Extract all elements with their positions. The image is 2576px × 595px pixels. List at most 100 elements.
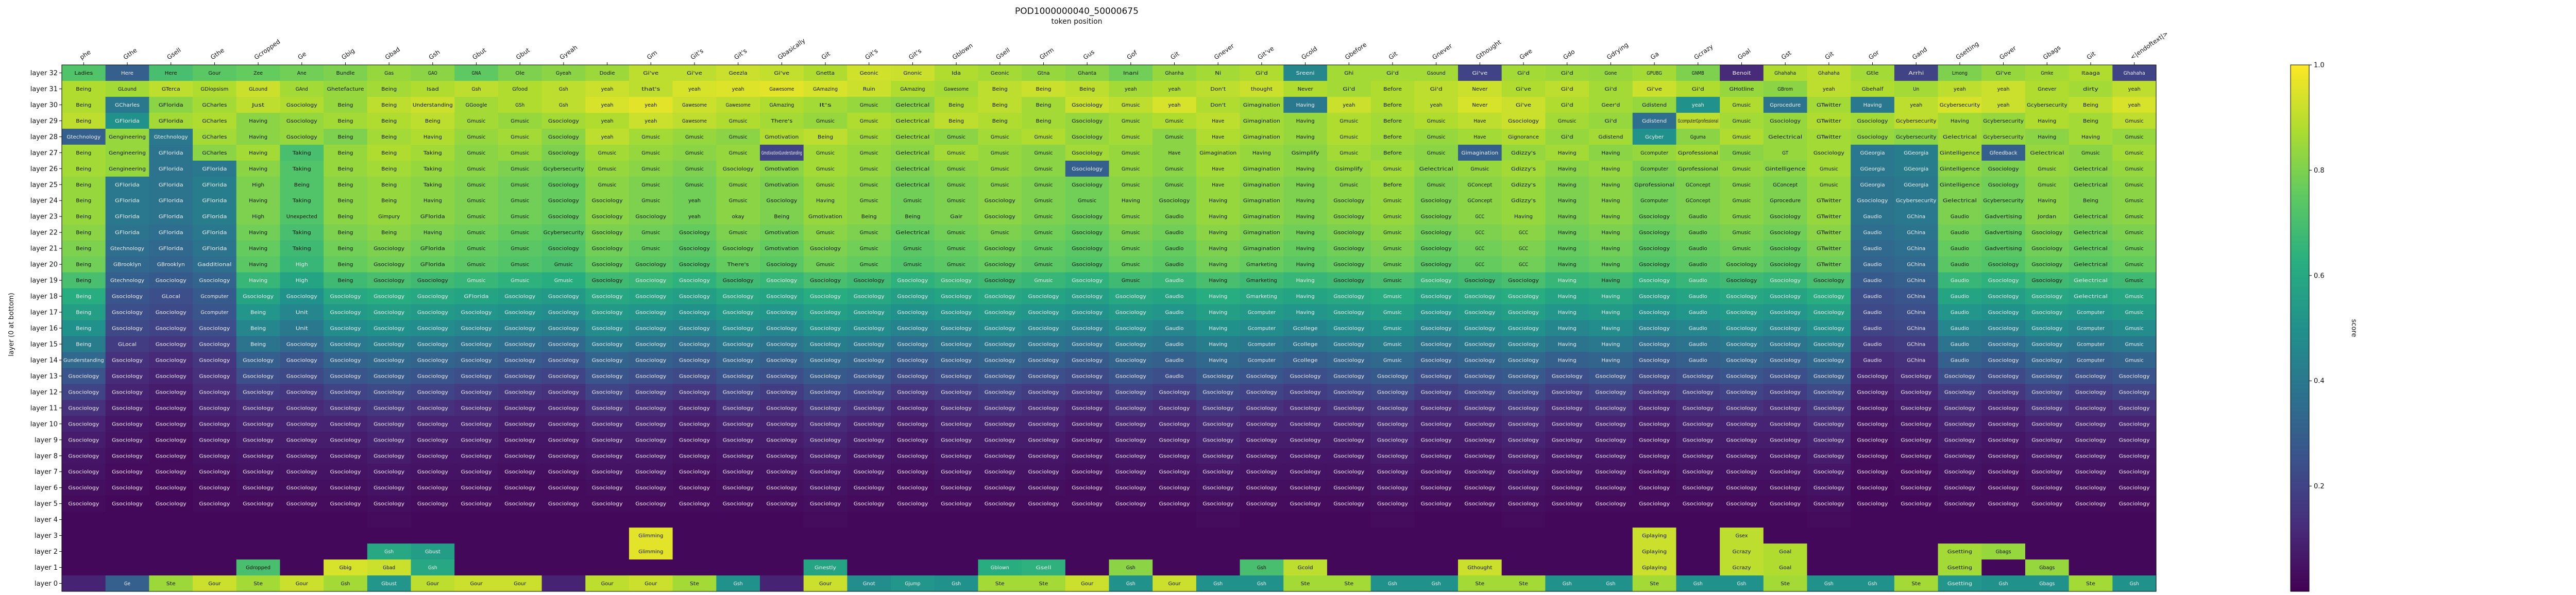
cell-label: Gsociology — [1028, 373, 1059, 379]
cell-label: Having — [1601, 166, 1620, 172]
cell-label: Having — [249, 166, 267, 172]
cell-label: Gsociology — [330, 389, 361, 395]
heatmap-cell — [541, 528, 586, 544]
cell-label: Gsociology — [679, 262, 710, 268]
heatmap-cell — [1763, 128, 1807, 145]
cell-label: Gsociology — [985, 501, 1015, 507]
cell-label: Gsociology — [1464, 453, 1495, 459]
cell-label: Being — [337, 246, 353, 252]
cell-label: Gaudio — [1165, 294, 1184, 300]
heatmap-cell — [760, 543, 804, 560]
cell-label: Gsociology — [766, 469, 797, 475]
heatmap-cell — [1589, 96, 1633, 113]
heatmap-cell — [760, 575, 804, 592]
x-tick-label: Gdo — [1562, 48, 1576, 61]
cell-label: Gsociology — [1988, 453, 2019, 459]
cell-label: Gsociology — [112, 437, 143, 443]
cell-label: Gmusic — [1383, 342, 1402, 347]
cell-label: GGeorgia — [1860, 166, 1885, 172]
heatmap-cell — [672, 96, 717, 113]
cell-label: Gsociology — [1072, 453, 1103, 459]
heatmap-cell — [411, 272, 455, 289]
cell-label: Being — [76, 326, 91, 332]
cell-label: Gsociology — [635, 310, 666, 316]
cell-label: Having — [1296, 103, 1315, 108]
cell-label: Gaudio — [1689, 246, 1707, 252]
heatmap-cell — [1545, 559, 1589, 576]
cell-label: Gmusic — [511, 230, 529, 236]
cell-label: Gsociology — [1072, 134, 1103, 140]
heatmap-cell — [1501, 96, 1546, 113]
cell-label: Gsociology — [1028, 501, 1059, 507]
heatmap-cell — [1807, 80, 1851, 97]
cell-label: Gsociology — [679, 453, 710, 459]
cell-label: Gnetta — [816, 71, 835, 76]
heatmap-cell — [1458, 160, 1502, 177]
cell-label: Gsociology — [679, 278, 710, 284]
cell-label: Gsociology — [330, 294, 361, 300]
cell-label: Gsociology — [1421, 294, 1452, 300]
cell-label: Gmusic — [1034, 182, 1053, 188]
heatmap-cell — [149, 65, 193, 81]
heatmap-cell — [847, 208, 891, 225]
cell-label: Gignorance — [1508, 134, 1539, 140]
cell-label: Gsociology — [112, 310, 143, 316]
heatmap-cell — [672, 65, 717, 81]
cell-label: Having — [1209, 294, 1227, 300]
cell-label: Being — [76, 294, 91, 300]
cell-label: GFlorida — [420, 214, 445, 220]
cell-label: Gsociology — [374, 421, 404, 427]
cell-label: Gsociology — [1072, 342, 1103, 347]
cell-label: Gsociology — [1508, 437, 1539, 443]
cell-label: Gsociology — [766, 405, 797, 411]
cell-label: Gsociology — [635, 294, 666, 300]
heatmap-cell — [978, 512, 1022, 528]
x-tick-label: Gyeah — [558, 44, 579, 61]
cell-label: Gsociology — [854, 421, 885, 427]
cell-label: Gmusic — [467, 134, 486, 140]
cell-label: Having — [1209, 278, 1227, 284]
cell-label: Gsociology — [1464, 469, 1495, 475]
heatmap-cell — [1720, 96, 1764, 113]
heatmap-cell — [847, 112, 891, 129]
heatmap-cell — [541, 96, 586, 113]
cell-label: Gsociology — [1028, 310, 1059, 316]
cell-label: Gsociology — [1028, 437, 1059, 443]
heatmap-cell — [629, 80, 673, 97]
cell-label: Having — [1601, 278, 1620, 284]
y-axis-label: layer (0 at bottom) — [8, 293, 15, 356]
heatmap-cell — [2025, 80, 2070, 97]
heatmap-cell — [280, 112, 324, 129]
heatmap-cell — [105, 272, 149, 289]
cell-label: Gsociology — [723, 358, 754, 363]
heatmap-cell — [1545, 512, 1589, 528]
cell-label: Gadvertising — [1985, 230, 2022, 236]
heatmap-cell — [1327, 160, 1371, 177]
cell-label: Gdistend — [1598, 134, 1623, 140]
cell-label: Being — [76, 214, 91, 220]
heatmap-cell — [1153, 160, 1197, 177]
heatmap-cell — [105, 144, 149, 161]
cell-label: Gsociology — [723, 501, 754, 507]
heatmap-cell — [1763, 256, 1807, 273]
cell-label: Gsociology — [1072, 469, 1103, 475]
heatmap-cell — [2025, 112, 2070, 129]
heatmap-cell — [193, 559, 237, 576]
cell-label: Gfood — [512, 87, 528, 92]
heatmap-cell — [1981, 128, 2026, 145]
cell-label: Gsociology — [1814, 437, 1844, 443]
cell-label: Gsociology — [1639, 278, 1670, 284]
heatmap-cell — [891, 80, 935, 97]
cell-label: Gsociology — [199, 405, 230, 411]
heatmap-cell — [1153, 80, 1197, 97]
heatmap-cell — [716, 160, 760, 177]
heatmap-cell — [1851, 128, 1895, 145]
cell-label: Never — [1472, 103, 1488, 108]
heatmap-cell — [62, 192, 106, 209]
cell-label: Gsociology — [2031, 501, 2062, 507]
cell-label: Gsociology — [504, 389, 535, 395]
cell-label: GFlorida — [115, 182, 140, 188]
cell-label: Gsociology — [1639, 405, 1670, 411]
cell-label: Gour — [1081, 581, 1094, 587]
cell-label: Gsociology — [1072, 485, 1103, 491]
